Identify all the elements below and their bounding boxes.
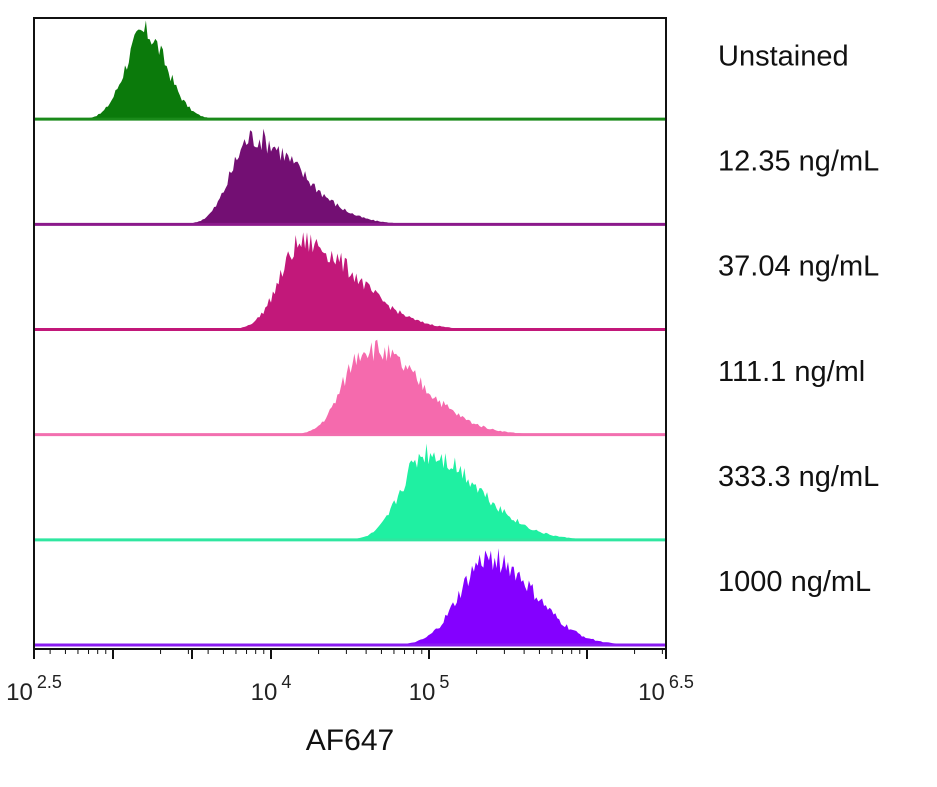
x-tick-label-1: 10 4 bbox=[251, 672, 292, 706]
x-tick-label-3: 10 6.5 bbox=[638, 672, 694, 706]
x-axis: 10 2.5 10 4 10 5 10 6.5 bbox=[6, 649, 694, 706]
series-label-1: 12.35 ng/mL bbox=[718, 145, 879, 177]
histogram-area-0 bbox=[34, 20, 666, 120]
series-label-2: 37.04 ng/mL bbox=[718, 251, 879, 283]
histogram-area-4 bbox=[34, 443, 666, 540]
series-label-3: 111.1 ng/ml bbox=[718, 356, 865, 388]
x-tick-label-2: 10 5 bbox=[409, 672, 450, 706]
series-label-5: 1000 ng/mL bbox=[718, 566, 871, 598]
histogram-area-1 bbox=[34, 128, 666, 225]
histogram-area-2 bbox=[34, 232, 666, 330]
histogram-area-5 bbox=[34, 548, 666, 645]
x-axis-label: AF647 bbox=[306, 724, 394, 757]
series-label-4: 333.3 ng/mL bbox=[718, 461, 879, 493]
histogram-area-3 bbox=[34, 339, 666, 435]
plot-frame bbox=[33, 17, 667, 650]
histogram-panels bbox=[34, 20, 666, 647]
series-labels: Unstained 12.35 ng/mL 37.04 ng/mL 111.1 ng/… bbox=[718, 40, 879, 598]
x-tick-label-0: 10 2.5 bbox=[6, 672, 62, 706]
series-label-0: Unstained bbox=[718, 40, 849, 72]
